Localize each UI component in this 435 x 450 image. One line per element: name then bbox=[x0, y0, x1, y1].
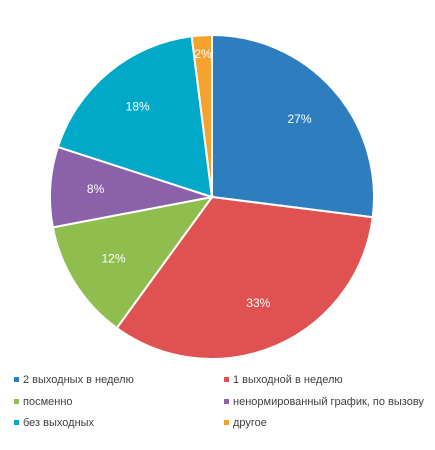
slice-value-label-3: 8% bbox=[87, 182, 105, 196]
legend-swatch-1 bbox=[224, 377, 229, 382]
legend-swatch-3 bbox=[224, 399, 229, 404]
legend-label-2: посменно bbox=[23, 396, 73, 408]
slice-value-label-0: 27% bbox=[287, 112, 311, 126]
pie-slice-1 bbox=[115, 195, 374, 360]
legend-label-1: 1 выходной в неделю bbox=[233, 374, 343, 386]
pie-slice-0 bbox=[211, 33, 375, 219]
legend-label-4: без выходных bbox=[23, 417, 95, 429]
legend-swatch-5 bbox=[224, 420, 229, 425]
pie-slice-2 bbox=[51, 195, 215, 330]
pie-slices bbox=[49, 33, 375, 360]
chart-legend: 2 выходных в неделю 1 выходной в неделю по… bbox=[14, 374, 424, 429]
legend-swatch-4 bbox=[14, 420, 19, 425]
pie-value-labels: 27% 33% 12% 8% 18% 2% bbox=[87, 47, 312, 310]
legend-label-0: 2 выходных в неделю bbox=[23, 374, 134, 386]
slice-value-label-2: 12% bbox=[101, 252, 125, 266]
slice-value-label-1: 33% bbox=[246, 296, 270, 310]
slice-value-label-5: 2% bbox=[194, 47, 212, 61]
legend-swatch-2 bbox=[14, 399, 19, 404]
legend-swatch-0 bbox=[14, 377, 19, 382]
legend-label-5: другое bbox=[233, 417, 267, 429]
pie-slice-4 bbox=[56, 35, 214, 199]
pie-slice-5 bbox=[190, 33, 213, 198]
legend-label-3: ненормированный график, по вызову bbox=[233, 396, 424, 408]
slice-value-label-4: 18% bbox=[126, 99, 150, 113]
